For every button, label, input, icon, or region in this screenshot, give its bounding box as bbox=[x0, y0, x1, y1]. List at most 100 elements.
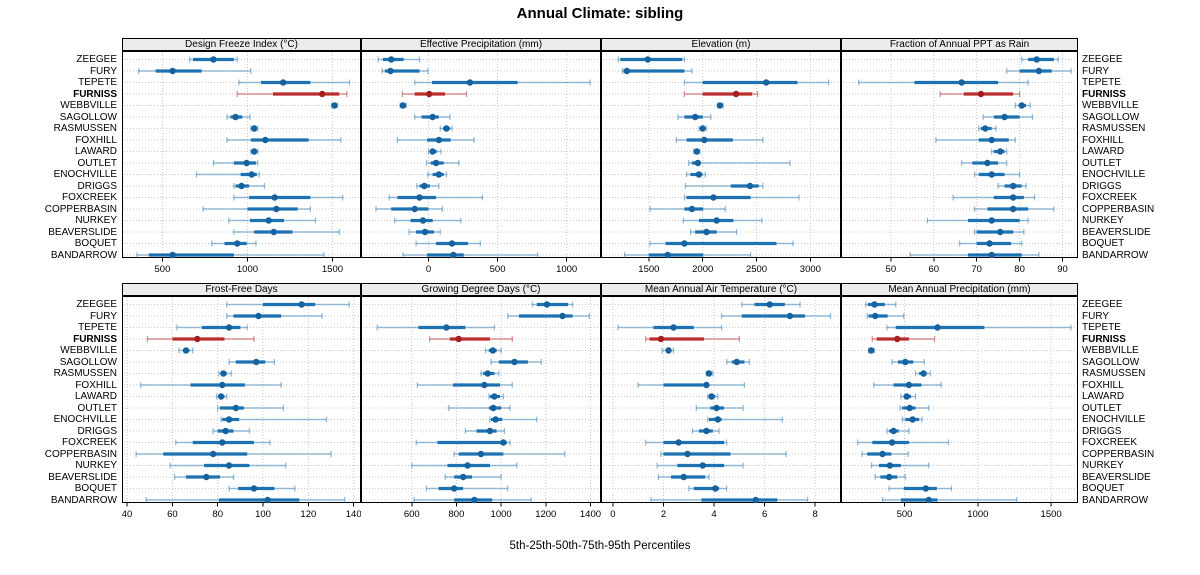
percentile-glyph-fury bbox=[226, 312, 323, 320]
percentile-glyph-enochville bbox=[195, 171, 261, 178]
site-label-nurkey: NURKEY bbox=[1082, 460, 1124, 471]
percentile-glyph-bandarrow bbox=[413, 496, 532, 504]
percentile-glyph-foxcreek bbox=[952, 194, 1036, 201]
site-label-fury: FURY bbox=[89, 310, 117, 322]
percentile-glyph-beaverslide bbox=[233, 228, 340, 236]
x-tick-label: 120 bbox=[300, 509, 316, 520]
x-axis: 600 800 1000 1200 1400 bbox=[404, 502, 601, 520]
site-label-zeegee: ZEEGEE bbox=[1082, 54, 1123, 65]
site-label-copperbasin: COPPERBASIN bbox=[44, 203, 117, 215]
percentile-glyph-bandarrow bbox=[881, 496, 1018, 504]
x-axis: 500 1000 1500 bbox=[897, 502, 1062, 520]
percentile-glyph-bandarrow bbox=[650, 496, 809, 504]
site-label-outlet: OUTLET bbox=[1082, 402, 1122, 414]
panel-gridlines bbox=[843, 52, 1076, 257]
x-tick-label: 800 bbox=[449, 509, 465, 520]
percentile-glyph-rasmussen bbox=[250, 125, 259, 132]
percentile-glyph-foxhill bbox=[935, 136, 1016, 144]
site-label-foxhill: FOXHILL bbox=[1082, 379, 1124, 391]
site-label-bandarrow: BANDARROW bbox=[50, 249, 117, 261]
x-tick-label: 500 bbox=[490, 264, 506, 275]
percentile-glyph-copperbasin bbox=[649, 205, 726, 213]
percentile-glyph-enochville bbox=[685, 171, 707, 178]
panel-strip-mean-annual-air-temperature-c: Mean Annual Air Temperature (°C) bbox=[601, 283, 841, 296]
percentile-glyph-bandarrow bbox=[623, 251, 752, 259]
percentile-glyph-outlet bbox=[447, 404, 511, 412]
percentile-glyph-beaverslide bbox=[408, 228, 441, 236]
x-tick-label: 1400 bbox=[580, 509, 601, 520]
percentile-glyph-foxcreek bbox=[415, 439, 511, 446]
percentile-glyph-laward bbox=[900, 393, 917, 400]
site-label-boquet: BOQUET bbox=[1082, 238, 1125, 249]
percentile-glyph-nurkey bbox=[926, 217, 1029, 224]
panel-border bbox=[122, 296, 361, 503]
percentile-glyph-outlet bbox=[695, 404, 744, 412]
percentile-glyph-furniss bbox=[401, 90, 468, 98]
percentile-glyph-outlet bbox=[217, 404, 285, 412]
site-label-furniss: FURNISS bbox=[73, 88, 117, 100]
percentile-glyph-rasmussen bbox=[978, 125, 997, 132]
percentile-glyph-nurkey bbox=[870, 462, 930, 469]
site-label-webbville: WEBBVILLE bbox=[60, 100, 117, 111]
x-tick-label: 1500 bbox=[322, 264, 343, 275]
percentile-glyph-laward bbox=[991, 148, 1008, 155]
site-label-zeegee: ZEEGEE bbox=[76, 299, 117, 310]
percentile-glyph-driggs bbox=[416, 182, 440, 190]
percentile-glyph-fury bbox=[137, 67, 252, 75]
percentile-glyph-webbville bbox=[484, 347, 502, 354]
x-tick-label: 1000 bbox=[556, 264, 577, 275]
percentile-glyph-laward bbox=[488, 393, 504, 400]
site-label-rasmussen: RASMUSSEN bbox=[53, 123, 117, 134]
site-label-rasmussen: RASMUSSEN bbox=[1082, 123, 1146, 134]
percentile-glyph-laward bbox=[427, 148, 442, 155]
panel-strip-mean-annual-precipitation-mm: Mean Annual Precipitation (mm) bbox=[841, 283, 1078, 296]
x-tick-label: 0 bbox=[426, 264, 431, 275]
percentile-glyph-rasmussen bbox=[439, 125, 453, 132]
x-axis-label: 5th-25th-50th-75th-95th Percentiles bbox=[509, 540, 691, 552]
x-tick-label: 4 bbox=[711, 509, 716, 520]
x-tick-label: 60 bbox=[167, 509, 178, 520]
x-axis: 500 1000 1500 bbox=[155, 257, 343, 275]
percentile-glyph-beaverslide bbox=[874, 473, 906, 481]
percentile-glyph-zeegee bbox=[1021, 56, 1059, 63]
percentile-glyph-webbville bbox=[867, 347, 876, 354]
percentile-glyph-tepete bbox=[858, 79, 1029, 86]
site-label-sagollow: SAGOLLOW bbox=[59, 111, 117, 123]
percentile-glyph-tepete bbox=[238, 79, 351, 86]
percentile-glyph-boquet bbox=[228, 485, 296, 492]
site-label-foxhill: FOXHILL bbox=[75, 379, 117, 391]
site-label-boquet: BOQUET bbox=[74, 483, 117, 494]
site-label-tepete: TEPETE bbox=[1082, 77, 1121, 88]
site-label-boquet: BOQUET bbox=[74, 238, 117, 249]
percentile-glyph-fury bbox=[381, 67, 429, 75]
panel-border bbox=[361, 296, 601, 503]
percentile-glyph-boquet bbox=[649, 240, 794, 247]
panel-strip-design-freeze-index-c: Design Freeze Index (°C) bbox=[122, 38, 361, 51]
percentile-glyph-foxcreek bbox=[388, 194, 484, 201]
site-label-enochville: ENOCHVILLE bbox=[1082, 414, 1146, 425]
percentile-glyph-fury bbox=[1006, 67, 1072, 75]
percentile-glyph-driggs bbox=[684, 182, 764, 190]
percentile-glyph-nurkey bbox=[411, 462, 518, 469]
panel-fraction-of-annual-ppt-as-rain: 50 60 70 80 90 bbox=[841, 51, 1078, 275]
panel-gridlines bbox=[603, 297, 839, 502]
percentile-glyph-sagollow bbox=[982, 113, 1034, 121]
percentile-glyph-sagollow bbox=[891, 358, 925, 366]
site-label-nurkey: NURKEY bbox=[75, 215, 117, 226]
x-tick-label: 60 bbox=[928, 264, 939, 275]
percentile-glyph-copperbasin bbox=[202, 205, 312, 213]
percentile-glyph-beaverslide bbox=[689, 228, 738, 236]
site-label-driggs: DRIGGS bbox=[77, 425, 117, 437]
percentile-glyph-copperbasin bbox=[135, 450, 332, 458]
site-label-driggs: DRIGGS bbox=[77, 180, 117, 192]
panel-border bbox=[601, 296, 841, 503]
percentile-glyph-zeegee bbox=[617, 56, 686, 63]
x-axis: 0 2 4 6 8 bbox=[610, 502, 818, 520]
site-label-sagollow: SAGOLLOW bbox=[59, 356, 117, 368]
x-tick-label: 0 bbox=[610, 509, 615, 520]
percentile-glyph-laward bbox=[707, 393, 719, 400]
site-label-copperbasin: COPPERBASIN bbox=[1082, 448, 1155, 460]
panel-elevation-m: 1500 2000 2500 3000 bbox=[601, 51, 841, 275]
percentile-glyph-enochville bbox=[973, 171, 1021, 178]
site-label-nurkey: NURKEY bbox=[1082, 215, 1124, 226]
